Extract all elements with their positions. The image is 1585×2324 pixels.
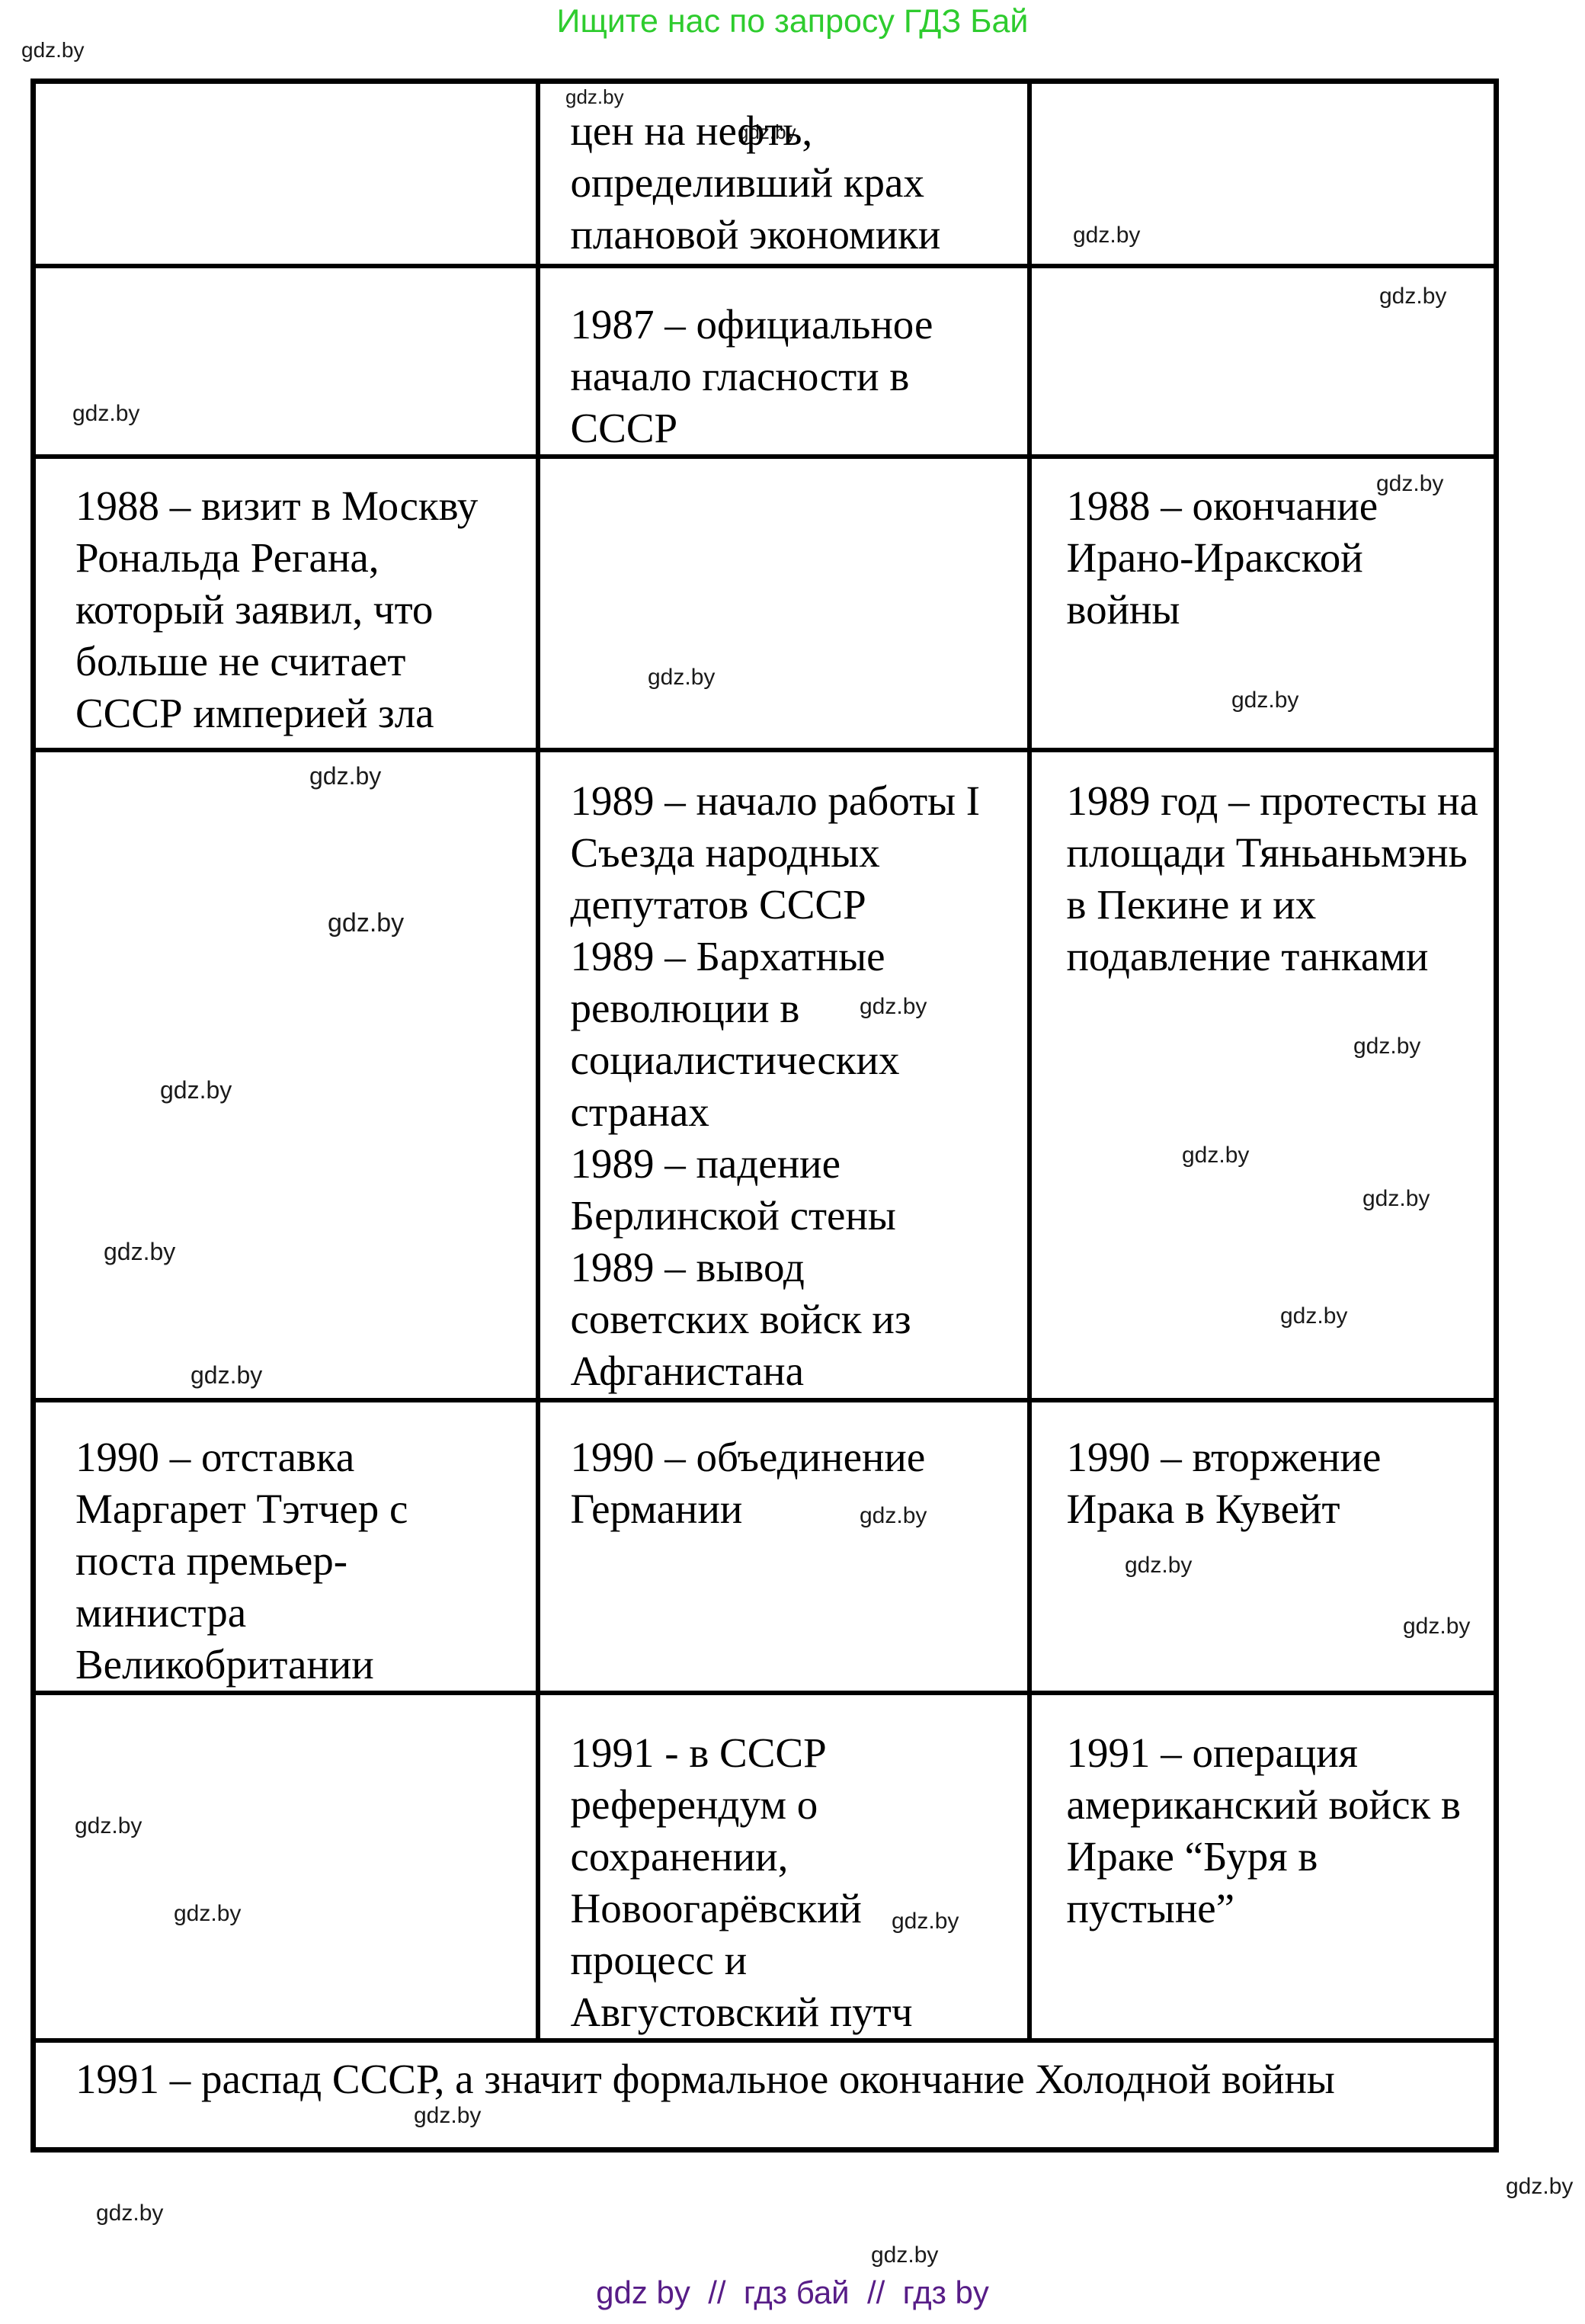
- table-cell-r7: 1991 – распад СССР, а значит формальное …: [30, 2037, 1499, 2153]
- table-row: 1991 - в СССР референдум о сохранении, Н…: [30, 1690, 1499, 2043]
- table-row: 1990 – отставка Маргарет Тэтчер с поста …: [30, 1397, 1499, 1695]
- table-row: 1988 – визит в Москву Рональда Регана, к…: [30, 454, 1499, 752]
- table-cell-r4c3: 1989 год – протесты на площади Тяньаньмэ…: [1026, 747, 1499, 1402]
- table-cell-r3c3: 1988 – окончание Ирано-Иракской войны: [1026, 454, 1499, 752]
- events-table: цен на нефть, определивший крах плановой…: [30, 79, 1499, 2153]
- table-cell-r5c1: 1990 – отставка Маргарет Тэтчер с поста …: [30, 1397, 540, 1695]
- table-cell-r6c1: [30, 1690, 540, 2043]
- table-cell-r2c1: [30, 263, 540, 459]
- promo-banner: Ищите нас по запросу ГДЗ Бай: [556, 3, 1029, 40]
- table-cell-r6c2: 1991 - в СССР референдум о сохранении, Н…: [535, 1690, 1032, 2043]
- table-cell-r4c1: [30, 747, 540, 1402]
- footer-links: gdz by // гдз бай // гдз by: [596, 2274, 989, 2310]
- watermark-gdz: gdz.by: [96, 2201, 164, 2226]
- table-cell-r5c3: 1990 – вторжение Ирака в Кувейт: [1026, 1397, 1499, 1695]
- table-row: 1991 – распад СССР, а значит формальное …: [30, 2037, 1499, 2153]
- table-cell-r3c2: [535, 454, 1032, 752]
- watermark-gdz: gdz.by: [871, 2242, 939, 2268]
- table-cell-r1c2: цен на нефть, определивший крах плановой…: [535, 79, 1032, 268]
- table-cell-r2c2: 1987 – официальное начало гласности в СС…: [535, 263, 1032, 459]
- watermark-gdz: gdz.by: [21, 38, 85, 62]
- table-row: 1987 – официальное начало гласности в СС…: [30, 263, 1499, 459]
- table-cell-r5c2: 1990 – объединение Германии: [535, 1397, 1032, 1695]
- table-cell-r1c1: [30, 79, 540, 268]
- table-cell-r1c3: [1026, 79, 1499, 268]
- table-row: цен на нефть, определивший крах плановой…: [30, 79, 1499, 268]
- watermark-gdz: gdz.by: [1506, 2174, 1574, 2199]
- table-cell-r2c3: [1026, 263, 1499, 459]
- table-cell-r6c3: 1991 – операция американский войск в Ира…: [1026, 1690, 1499, 2043]
- table-cell-r3c1: 1988 – визит в Москву Рональда Регана, к…: [30, 454, 540, 752]
- table-cell-r4c2: 1989 – начало работы I Съезда народных д…: [535, 747, 1032, 1402]
- table-row: 1989 – начало работы I Съезда народных д…: [30, 747, 1499, 1402]
